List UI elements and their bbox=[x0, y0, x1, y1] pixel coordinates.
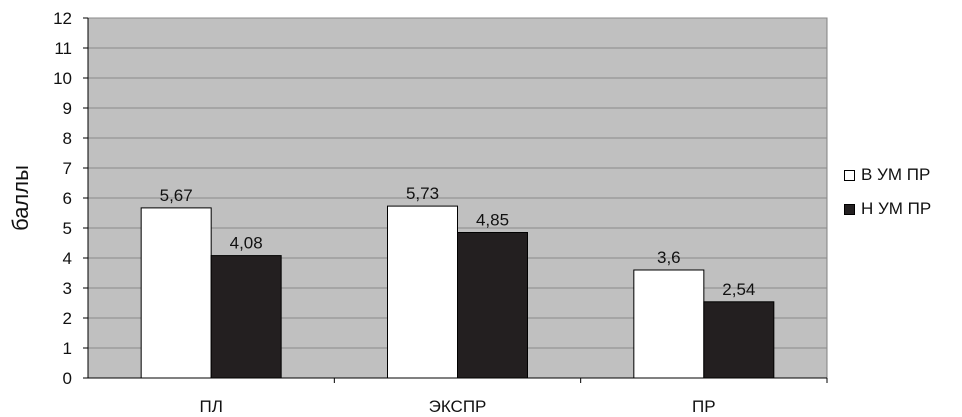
bar bbox=[703, 301, 775, 379]
bar bbox=[140, 207, 212, 379]
y-tick-label: 6 bbox=[63, 189, 72, 208]
y-tick-label: 11 bbox=[54, 39, 72, 58]
legend-label-series-1: В УМ ПР bbox=[861, 165, 931, 184]
x-axis-categories: ПЛ ЭКСПР ПР bbox=[199, 378, 828, 416]
bars bbox=[140, 205, 775, 379]
y-tick-label: 9 bbox=[63, 99, 72, 118]
y-tick-label: 1 bbox=[63, 339, 72, 358]
legend-swatch-series-2 bbox=[844, 203, 855, 215]
data-labels: 5,67 4,08 5,73 4,85 3,6 2,54 bbox=[160, 184, 756, 299]
y-tick-label: 4 bbox=[63, 249, 72, 268]
data-label: 2,54 bbox=[722, 280, 755, 299]
y-tick-label: 2 bbox=[63, 309, 72, 328]
bar bbox=[387, 205, 458, 379]
legend-swatch-series-1 bbox=[844, 169, 855, 181]
x-category-label: ЭКСПР bbox=[429, 397, 487, 416]
y-tick-label: 12 bbox=[53, 9, 72, 28]
y-tick-label: 7 bbox=[63, 159, 72, 178]
legend-item-series-2: Н УМ ПР bbox=[844, 198, 962, 220]
data-label: 4,08 bbox=[230, 234, 263, 253]
x-category-label: ПР bbox=[692, 397, 716, 416]
legend: В УМ ПР Н УМ ПР bbox=[844, 164, 962, 232]
y-tick-label: 5 bbox=[63, 219, 72, 238]
legend-item-series-1: В УМ ПР bbox=[844, 164, 962, 186]
data-label: 4,85 bbox=[476, 211, 509, 230]
bar bbox=[457, 232, 528, 379]
bar bbox=[210, 255, 282, 379]
x-category-label: ПЛ bbox=[199, 397, 222, 416]
y-tick-label: 8 bbox=[63, 129, 72, 148]
y-axis-label: баллы bbox=[8, 165, 33, 231]
y-tick-label: 3 bbox=[63, 279, 72, 298]
y-tick-label: 0 bbox=[63, 369, 72, 388]
bar bbox=[633, 269, 705, 379]
y-tick-label: 10 bbox=[53, 69, 72, 88]
data-label: 3,6 bbox=[657, 248, 681, 267]
legend-label-series-2: Н УМ ПР bbox=[861, 199, 932, 218]
data-label: 5,73 bbox=[406, 184, 439, 203]
data-label: 5,67 bbox=[160, 186, 193, 205]
